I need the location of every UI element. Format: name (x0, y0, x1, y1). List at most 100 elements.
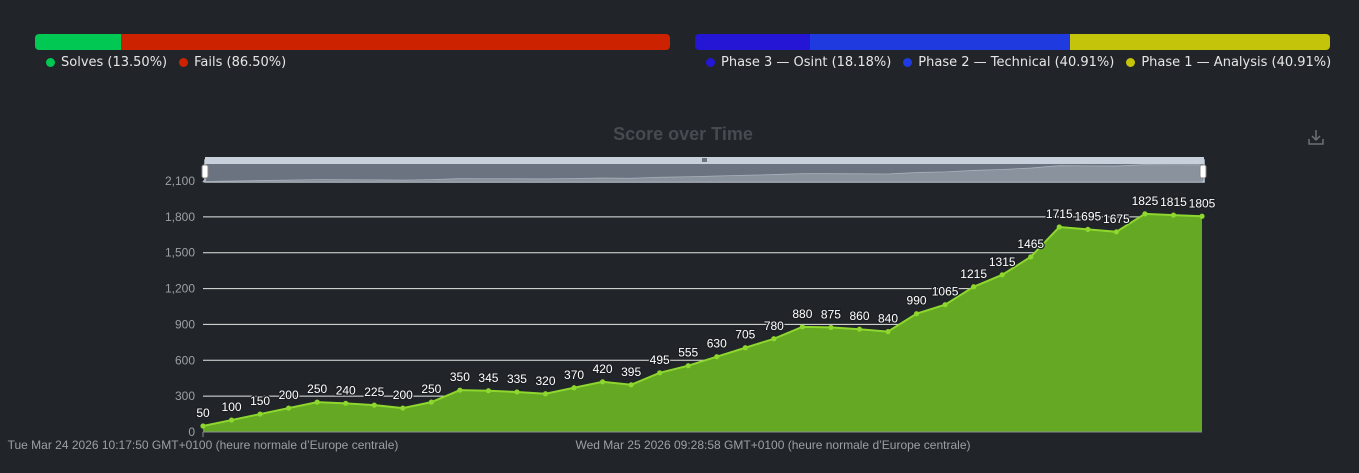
legend-dot-icon (1126, 58, 1136, 67)
data-point[interactable] (457, 387, 463, 393)
data-point[interactable] (999, 272, 1005, 278)
data-label: 555 (678, 346, 698, 360)
solves-fails-legend-item[interactable]: Fails (86.50%) (179, 55, 286, 70)
data-point[interactable] (799, 324, 806, 330)
phase-segment (1070, 34, 1330, 50)
series-line (202, 212, 1203, 428)
data-label: 990 (907, 294, 927, 308)
data-point[interactable] (200, 423, 206, 429)
data-point[interactable] (371, 402, 377, 408)
solves-fails-segment (35, 34, 121, 50)
data-point[interactable] (771, 336, 777, 342)
data-point[interactable] (685, 363, 691, 369)
data-label: 630 (707, 337, 727, 351)
legend-label: Solves (13.50%) (61, 55, 168, 70)
data-label: 225 (364, 385, 384, 399)
phase-legend-item[interactable]: Phase 1 — Analysis (40.91%) (1126, 55, 1331, 70)
data-point[interactable] (742, 345, 748, 351)
data-label: 1215 (960, 267, 987, 281)
y-tick-label: 2,100 (165, 174, 195, 188)
data-point[interactable] (942, 302, 948, 308)
data-label: 780 (764, 319, 784, 333)
legend-label: Phase 3 — Osint (18.18%) (721, 55, 892, 70)
y-tick-label: 900 (175, 317, 195, 331)
data-label: 345 (478, 371, 498, 385)
y-tick-label: 1,800 (165, 210, 195, 224)
phase-legend-item[interactable]: Phase 3 — Osint (18.18%) (706, 55, 891, 70)
data-point[interactable] (228, 417, 235, 423)
data-label: 1825 (1132, 194, 1159, 208)
data-point[interactable] (314, 399, 320, 405)
data-point[interactable] (1085, 226, 1091, 233)
data-label: 150 (250, 394, 270, 408)
data-point[interactable] (571, 385, 577, 391)
data-point[interactable] (542, 391, 549, 397)
download-icon[interactable] (1306, 127, 1326, 147)
data-point[interactable] (600, 379, 606, 385)
data-point[interactable] (828, 324, 834, 331)
phase-segment (695, 34, 811, 50)
area-fill (203, 213, 1202, 432)
data-label: 1065 (932, 285, 959, 299)
data-point[interactable] (1170, 212, 1177, 218)
data-point[interactable] (714, 354, 720, 360)
data-point[interactable] (428, 399, 434, 405)
data-label: 320 (535, 374, 555, 388)
data-point[interactable] (257, 411, 263, 417)
data-label: 1465 (1017, 237, 1044, 251)
data-point[interactable] (1142, 211, 1148, 217)
data-label: 370 (564, 368, 584, 382)
data-label: 880 (792, 307, 812, 321)
y-tick-label: 1,500 (165, 246, 195, 260)
data-label: 395 (621, 365, 641, 379)
data-point[interactable] (657, 370, 663, 376)
phase-segment (810, 34, 1071, 50)
y-tick-label: 300 (175, 389, 195, 403)
legend-dot-icon (179, 58, 189, 67)
data-labels: 50 100 150 200 250 240 225 200 250 350 345 335 320 37… (195, 193, 1217, 422)
data-point[interactable] (1056, 224, 1062, 230)
y-tick-label: 0 (188, 425, 195, 439)
y-axis: 0 300 600 900 1,200 1,500 1,800 2,100 (165, 174, 195, 439)
data-label: 240 (336, 383, 356, 397)
phase-legend: Phase 3 — Osint (18.18%) Phase 2 — Techni… (706, 55, 1331, 70)
data-label: 100 (222, 400, 242, 414)
data-point[interactable] (856, 326, 863, 332)
legend-dot-icon (903, 58, 913, 67)
data-label: 1805 (1189, 196, 1216, 210)
zoom-handle-right[interactable] (1199, 164, 1207, 179)
data-label: 875 (821, 307, 841, 321)
data-point[interactable] (400, 405, 406, 411)
zoom-handle-left[interactable] (201, 164, 209, 179)
data-point[interactable] (1113, 229, 1119, 235)
data-label: 250 (307, 382, 327, 396)
data-label: 840 (878, 312, 898, 326)
legend-label: Phase 2 — Technical (40.91%) (918, 55, 1115, 70)
x-axis: Tue Mar 24 2026 10:17:50 GMT+0100 (heure… (8, 432, 971, 452)
zoom-grip-icon (702, 158, 707, 162)
data-label: 495 (650, 353, 670, 367)
data-point[interactable] (913, 311, 920, 317)
data-point[interactable] (885, 329, 891, 335)
data-point[interactable] (286, 405, 292, 411)
data-point[interactable] (1199, 213, 1205, 219)
solves-fails-legend-item[interactable]: Solves (13.50%) (46, 55, 167, 70)
data-zoom-slider[interactable] (201, 157, 1207, 183)
y-tick-label: 1,200 (165, 282, 195, 296)
score-area (202, 212, 1203, 433)
data-label: 1715 (1046, 207, 1073, 221)
phase-legend-item[interactable]: Phase 2 — Technical (40.91%) (903, 55, 1114, 70)
legend-dot-icon (46, 58, 55, 67)
data-label: 1695 (1074, 209, 1101, 223)
data-label: 420 (593, 362, 613, 376)
data-point[interactable] (514, 389, 520, 395)
data-point[interactable] (485, 388, 492, 394)
zoom-preview (202, 164, 1203, 183)
data-point[interactable] (628, 382, 634, 388)
data-point[interactable] (343, 400, 349, 406)
data-label: 335 (507, 372, 527, 386)
data-point[interactable] (971, 284, 977, 290)
data-label: 860 (849, 309, 869, 323)
data-point[interactable] (1028, 254, 1034, 260)
data-label: 350 (450, 370, 470, 384)
